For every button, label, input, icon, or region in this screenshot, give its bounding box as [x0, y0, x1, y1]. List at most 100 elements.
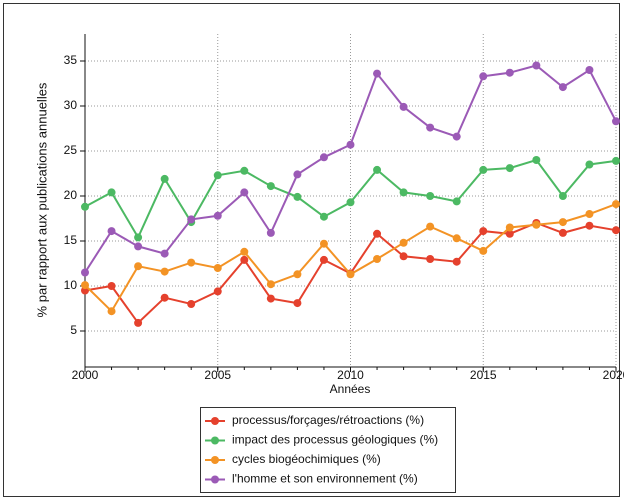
y-tick-label: 10 — [64, 278, 78, 292]
data-point — [107, 227, 116, 236]
x-tick-label: 2010 — [337, 368, 364, 382]
data-point — [426, 123, 435, 132]
data-point — [187, 258, 196, 267]
data-point — [612, 156, 620, 165]
data-point — [505, 164, 514, 173]
data-point — [373, 255, 382, 263]
data-point — [399, 238, 408, 247]
y-tick-label: 20 — [64, 188, 78, 202]
data-point — [612, 226, 620, 235]
data-point — [585, 221, 594, 230]
data-point — [505, 229, 514, 238]
data-point — [346, 198, 355, 207]
data-point — [558, 83, 567, 92]
data-point — [134, 262, 143, 271]
data-point — [266, 280, 275, 289]
data-point — [187, 300, 196, 308]
data-point — [532, 156, 541, 164]
data-point — [134, 318, 143, 327]
data-point — [612, 200, 620, 209]
y-tick-label: 5 — [70, 323, 77, 337]
data-point — [426, 222, 435, 231]
data-point — [160, 174, 169, 183]
data-point — [373, 69, 382, 78]
data-point — [319, 153, 328, 162]
data-point — [585, 66, 594, 74]
legend — [200, 407, 456, 493]
data-point — [187, 215, 196, 224]
legend-marker — [211, 436, 219, 445]
data-point — [319, 255, 328, 264]
data-point — [213, 287, 222, 296]
data-point — [399, 252, 408, 261]
data-point — [558, 228, 567, 237]
data-point — [240, 166, 249, 175]
data-point — [319, 239, 328, 248]
data-point — [479, 227, 488, 236]
data-point — [107, 188, 116, 197]
data-point — [346, 140, 355, 149]
x-axis-label: Années — [330, 382, 371, 396]
legend-marker — [211, 456, 219, 464]
data-point — [479, 246, 488, 255]
data-point — [452, 234, 461, 243]
data-point — [134, 233, 143, 242]
data-point — [134, 242, 143, 251]
legend-label: impact des processus géologiques (%) — [232, 433, 438, 447]
data-point — [505, 68, 514, 77]
frame — [3, 3, 620, 497]
data-point — [558, 192, 567, 200]
data-point — [532, 220, 541, 229]
data-point — [399, 102, 408, 111]
legend-marker — [211, 417, 219, 425]
data-point — [213, 211, 222, 220]
y-tick-label: 25 — [64, 143, 78, 157]
data-point — [240, 255, 249, 264]
y-tick-label: 35 — [64, 53, 78, 67]
data-point — [452, 197, 461, 206]
data-point — [266, 294, 275, 303]
data-point — [479, 72, 488, 81]
data-point — [426, 192, 435, 200]
data-point — [452, 257, 461, 266]
y-tick-label: 30 — [64, 98, 78, 112]
data-point — [213, 264, 222, 272]
data-point — [399, 188, 408, 197]
data-point — [266, 228, 275, 237]
data-point — [479, 165, 488, 174]
data-point — [585, 160, 594, 169]
y-axis-label: % par rapport aux publications annuelles — [34, 82, 49, 317]
data-point — [373, 229, 382, 238]
data-point — [293, 170, 302, 179]
data-point — [160, 293, 169, 302]
data-point — [293, 270, 302, 279]
legend-label: cycles biogéochimiques (%) — [232, 452, 381, 466]
x-tick-label: 2005 — [204, 368, 231, 382]
data-point — [81, 268, 89, 277]
legend-label: l'homme et son environnement (%) — [232, 472, 418, 486]
data-point — [240, 188, 249, 197]
data-point — [107, 307, 116, 316]
x-tick-label: 2015 — [470, 368, 497, 382]
data-point — [532, 61, 541, 70]
data-point — [346, 270, 355, 279]
data-point — [585, 210, 594, 218]
data-point — [240, 247, 249, 256]
data-point — [81, 281, 89, 290]
y-tick-label: 15 — [64, 233, 78, 247]
data-point — [213, 171, 222, 180]
data-point — [81, 202, 89, 211]
data-point — [373, 165, 382, 174]
legend-marker — [211, 475, 219, 484]
data-point — [293, 192, 302, 201]
data-point — [505, 223, 514, 232]
x-tick-label: 2020 — [603, 368, 624, 382]
data-point — [160, 267, 169, 276]
legend-label: processus/forçages/rétroactions (%) — [232, 413, 424, 427]
data-point — [319, 212, 328, 221]
data-point — [160, 249, 169, 258]
data-point — [426, 255, 435, 263]
data-point — [452, 132, 461, 141]
data-point — [293, 299, 302, 308]
